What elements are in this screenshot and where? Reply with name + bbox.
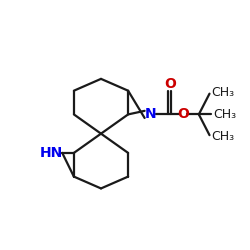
Text: CH₃: CH₃ [212,86,234,99]
Text: HN: HN [40,146,63,160]
Text: N: N [144,108,156,122]
Text: O: O [178,108,189,122]
Text: CH₃: CH₃ [212,130,234,143]
Text: O: O [164,77,176,91]
Text: CH₃: CH₃ [214,108,236,121]
